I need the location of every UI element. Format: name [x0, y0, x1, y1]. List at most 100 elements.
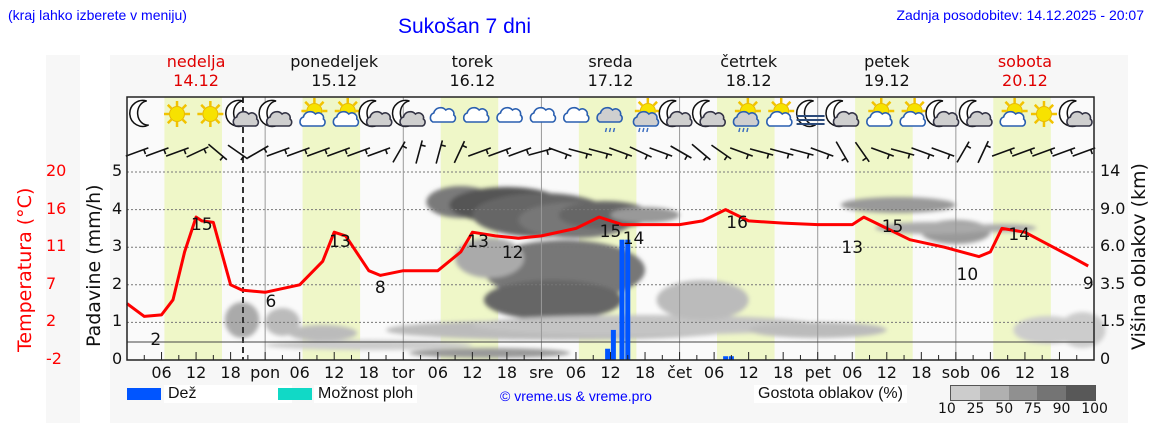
cloud-icon: [562, 106, 590, 123]
temperature-tick: 16: [46, 198, 67, 218]
wind-barb-icon: [670, 145, 692, 161]
sun-cloud-icon: [299, 98, 328, 127]
x-tick-label: sob: [942, 363, 970, 382]
wind-barb-icon: [1011, 147, 1036, 157]
wind-barb-icon: [711, 144, 732, 161]
day-header-3: sreda 17.12: [546, 52, 676, 90]
temperature-tick: 20: [46, 161, 67, 180]
sun-cloud-rain-icon: [732, 98, 761, 133]
moon-cloud-icon: [258, 99, 293, 128]
density-swatch: [979, 386, 1009, 400]
legend-shower-label: Možnost ploh: [314, 385, 418, 403]
wind-barb-icon: [488, 147, 512, 157]
wind-barb-icon: [629, 146, 652, 160]
cloud-blob: [472, 315, 818, 335]
wind-barb-icon: [790, 148, 814, 159]
cloud-blob: [409, 348, 571, 358]
x-tick-label: 06: [842, 363, 862, 382]
cloud-icon: [462, 106, 490, 123]
cloud-blob: [875, 222, 991, 234]
day-date: 14.12: [173, 71, 219, 90]
cloud-icon: [529, 106, 557, 123]
density-tick: 50: [995, 401, 1014, 417]
rain-bar: [625, 239, 631, 360]
day-dividers: [264, 97, 957, 360]
copyright-link[interactable]: © vreme.us & vreme.pro: [500, 388, 652, 404]
temperature-label: 13: [841, 238, 863, 258]
precipitation-tick: 2: [112, 273, 123, 293]
rain-bar: [605, 348, 611, 360]
wind-barb-icon: [392, 141, 408, 163]
moon-cloud-icon: [825, 99, 860, 128]
wind-barb-icon: [729, 147, 753, 160]
day-header-5: petek 19.12: [822, 52, 952, 90]
wind-barb-icon: [609, 147, 633, 160]
temperature-label: 16: [726, 213, 748, 233]
day-name: sobota: [997, 52, 1052, 71]
day-name: četrtek: [720, 52, 778, 71]
density-tick: 75: [1023, 401, 1042, 417]
moon-cloud-icon: [358, 99, 393, 128]
precipitation-tick: 4: [112, 198, 123, 218]
temperature-tick: 11: [46, 236, 67, 256]
wind-barb-icon: [1052, 147, 1076, 157]
wind-barb-icon: [415, 140, 426, 164]
temperature-label: 14: [623, 229, 645, 249]
x-tick-label: 12: [462, 363, 482, 382]
cloud-icon: [496, 106, 523, 123]
temperature-label: 9: [1083, 274, 1094, 294]
wind-barb-icon: [227, 144, 249, 161]
density-tick: 25: [966, 401, 985, 417]
day-date: 20.12: [1002, 71, 1048, 90]
wind-barb-icon: [568, 148, 593, 159]
moon-fog-icon: [795, 99, 825, 128]
density-tick: 90: [1052, 401, 1071, 417]
day-header-4: četrtek 18.12: [684, 52, 814, 90]
precipitation-tick: 5: [112, 161, 123, 180]
daylight-band: [302, 97, 361, 360]
wind-barb-icon: [854, 141, 870, 163]
moon-icon: [129, 99, 150, 128]
day-date: 19.12: [863, 71, 910, 90]
precipitation-axis-title: Padavine (mm/h): [83, 184, 105, 347]
cloud-blob: [610, 207, 680, 223]
day-date: 16.12: [449, 71, 496, 90]
density-swatch: [1066, 386, 1095, 400]
wind-barb-icon: [810, 147, 834, 160]
temperature-axis-title: Temperatura (°C): [14, 187, 36, 352]
x-tick-label: sre: [529, 363, 553, 382]
wind-barb-icon: [125, 147, 149, 157]
x-tick-label: 06: [980, 363, 1000, 382]
x-tick-label: 12: [324, 363, 344, 382]
cloud-blob: [265, 308, 300, 336]
x-tick-label: tor: [392, 363, 415, 382]
wind-barb-icon: [588, 148, 613, 159]
day-header-0: nedelja 14.12: [131, 52, 261, 90]
temperature-label: 10: [957, 265, 979, 285]
temperature-label: 2: [150, 330, 161, 350]
sun-cloud-icon: [999, 98, 1028, 127]
rain-bar: [610, 329, 616, 360]
day-date: 17.12: [587, 71, 634, 90]
cloud-blob: [656, 280, 749, 320]
wind-barb-icon: [326, 147, 351, 157]
cloud-height-axis-title: Višina oblakov (km): [1128, 163, 1150, 350]
wind-barb-icon: [145, 147, 169, 157]
x-tick-label: 18: [1049, 363, 1069, 382]
wind-barb-icon: [207, 143, 228, 161]
temperature-label: 13: [467, 232, 489, 252]
moon-cloud-icon: [225, 99, 260, 128]
moon-cloud-icon: [958, 99, 993, 128]
x-tick-label: 18: [773, 363, 793, 382]
temperature-label: 15: [882, 217, 904, 237]
region-hint-link[interactable]: (kraj lahko izberete v meniju): [8, 7, 187, 23]
legend-rain-swatch: [127, 388, 161, 400]
x-tick-label: 06: [704, 363, 724, 382]
moon-cloud-icon: [391, 99, 426, 128]
sun-icon: [164, 101, 191, 127]
weather-icons-row: [129, 98, 1093, 133]
x-tick-label: 06: [428, 363, 448, 382]
x-tick-label: 12: [738, 363, 758, 382]
